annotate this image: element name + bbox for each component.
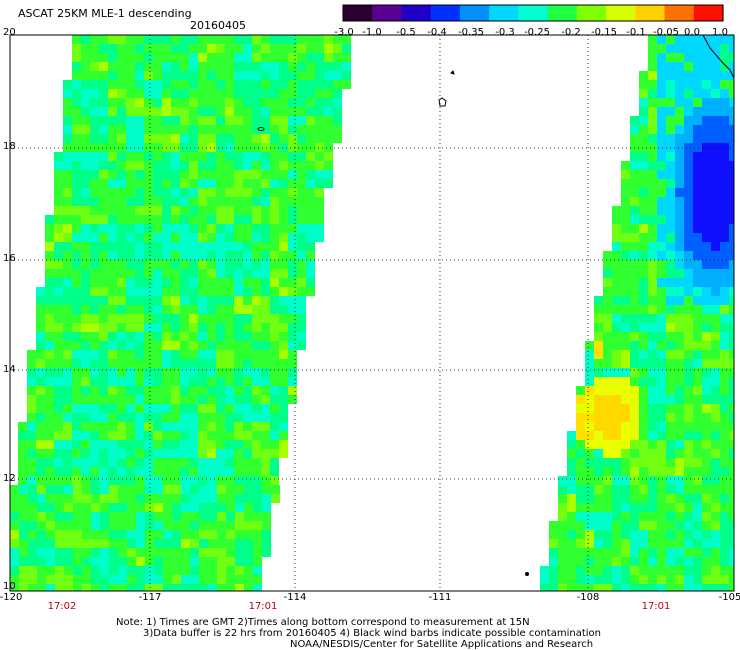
note-line-2: 3)Data buffer is 22 hrs from 20160405 4)… — [143, 628, 601, 639]
colorbar-label: -0.2 — [561, 27, 581, 38]
pass-time: 17:02 — [47, 601, 77, 612]
lat-label: 10 — [3, 581, 16, 592]
lat-label: 16 — [3, 253, 16, 264]
pass-time: 17:01 — [248, 601, 278, 612]
lon-label: -108 — [576, 592, 600, 603]
colorbar-label: 0.0 — [684, 27, 700, 38]
colorbar-segment — [372, 5, 403, 21]
colorbar-segment — [489, 5, 519, 21]
lon-label: -111 — [428, 592, 452, 603]
plot-frame — [9, 34, 735, 592]
map-title: ASCAT 25KM MLE-1 descending — [18, 7, 192, 20]
colorbar-label: -0.3 — [495, 27, 515, 38]
colorbar-segment — [576, 5, 607, 21]
colorbar-segment — [664, 5, 695, 21]
lat-lon-grid — [10, 35, 734, 591]
colorbar-label: -0.1 — [626, 27, 646, 38]
colorbar-segment — [401, 5, 432, 21]
note-line-3: NOAA/NESDIS/Center for Satellite Applica… — [290, 639, 594, 650]
island-outlines — [257, 34, 735, 576]
colorbar-segment — [606, 5, 636, 21]
lat-label: 20 — [3, 27, 16, 38]
colorbar-label: -0.25 — [524, 27, 550, 38]
lon-label: -114 — [283, 592, 307, 603]
colorbar-segment — [518, 5, 549, 21]
colorbar-segment — [693, 5, 724, 21]
map-date: 20160405 — [190, 19, 246, 32]
colorbar-label: -0.4 — [427, 27, 447, 38]
lat-label: 14 — [3, 364, 16, 375]
colorbar-segment — [547, 5, 578, 21]
colorbar-segment — [635, 5, 666, 21]
colorbar-label: -0.05 — [653, 27, 679, 38]
lon-label: -117 — [138, 592, 162, 603]
colorbar-label: -0.5 — [396, 27, 416, 38]
colorbar-segment — [343, 5, 373, 21]
lat-label: 18 — [3, 141, 16, 152]
colorbar-segment — [459, 5, 490, 21]
pass-time: 17:01 — [641, 601, 671, 612]
colorbar-label: -0.35 — [458, 27, 484, 38]
lon-label: -105 — [718, 592, 740, 603]
lon-label: -120 — [0, 592, 23, 603]
note-line-1: Note: 1) Times are GMT 2)Times along bot… — [116, 617, 530, 628]
lat-label: 12 — [3, 473, 16, 484]
colorbar-label: -1.0 — [362, 27, 382, 38]
colorbar-label: -0.15 — [591, 27, 617, 38]
colorbar — [342, 4, 724, 22]
colorbar-label: 1.0 — [712, 27, 728, 38]
colorbar-label: -3.0 — [334, 27, 354, 38]
colorbar-segment — [430, 5, 461, 21]
